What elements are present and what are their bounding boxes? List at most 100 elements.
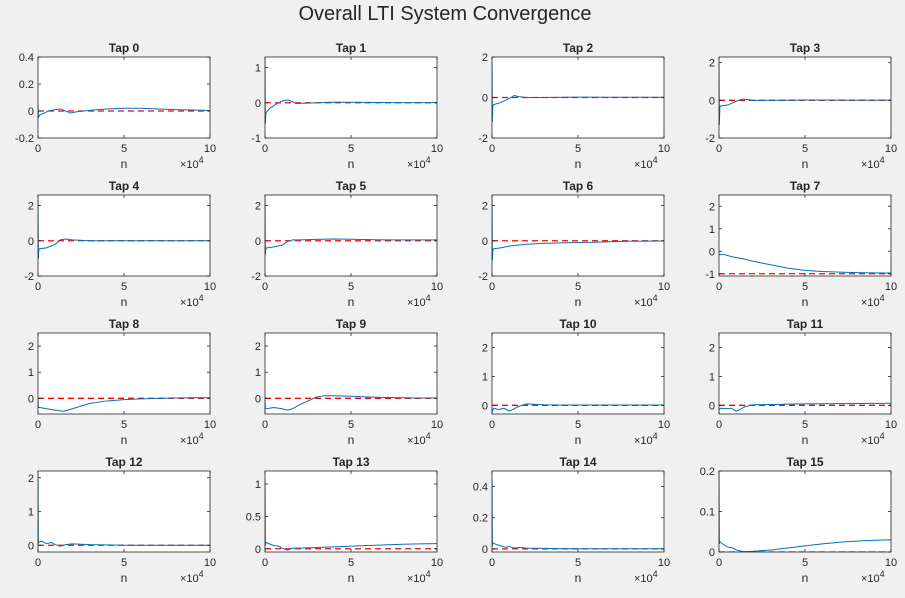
plot-area [492,471,664,552]
y-tick-label: 2 [28,341,34,353]
x-axis-label: n [121,571,128,585]
x-tick-label: 5 [575,557,581,569]
x-exponent-label: ×104 [861,569,885,585]
subplot-14: Tap 14 0 5 10 0 0.2 0.4 n ×104 [473,455,670,585]
x-tick-label: 0 [716,143,722,155]
x-tick-label: 10 [885,419,897,431]
y-tick-label: 0.5 [246,511,261,523]
y-tick-label: 0 [709,547,715,559]
subplot-title: Tap 6 [563,179,594,193]
estimate-line-0 [492,478,664,550]
y-tick-label: 1 [255,63,261,75]
x-tick-label: 0 [489,419,495,431]
x-exponent-label: ×104 [407,431,431,447]
x-axis-label: n [348,157,355,171]
y-tick-label: 2 [255,341,261,353]
x-tick-label: 10 [885,557,897,569]
x-axis-label: n [575,433,582,447]
y-tick-label: 0 [255,98,261,110]
x-tick-label: 10 [658,143,670,155]
x-tick-label: 0 [716,281,722,293]
subplot-title: Tap 3 [790,41,821,55]
y-tick-label: 1 [255,479,261,491]
y-tick-label: 1 [28,367,34,379]
plot-area [38,195,210,276]
x-exponent-label: ×104 [180,431,204,447]
estimate-line-0 [719,402,891,412]
y-tick-label: -2 [705,133,715,145]
subplot-title: Tap 8 [109,317,140,331]
x-tick-label: 5 [802,281,808,293]
y-tick-label: 2 [482,342,488,354]
estimate-line-0 [719,62,891,125]
estimate-line-0 [265,395,437,411]
subplot-9: Tap 9 0 5 10 0 1 2 n ×104 [255,317,443,447]
estimate-line-0 [719,253,891,274]
subplot-title: Tap 1 [336,41,367,55]
x-tick-label: 10 [431,281,443,293]
estimate-line-0 [38,397,210,412]
y-tick-label: -2 [478,271,488,283]
y-tick-label: 2 [709,201,715,213]
x-axis-label: n [802,295,809,309]
plot-area [38,471,210,552]
x-exponent-label: ×104 [634,569,658,585]
estimate-line-0 [38,474,210,547]
x-axis-label: n [121,157,128,171]
y-tick-label: 1 [709,224,715,236]
x-tick-label: 5 [802,419,808,431]
x-tick-label: 10 [204,143,216,155]
estimate-line-0 [265,60,437,124]
x-tick-label: 5 [575,419,581,431]
x-tick-label: 5 [575,143,581,155]
x-axis-label: n [575,571,582,585]
subplot-title: Tap 11 [787,317,824,331]
y-tick-label: -0.2 [15,133,34,145]
x-tick-label: 0 [262,557,268,569]
plot-area [38,57,210,138]
y-tick-label: 2 [28,201,34,213]
x-tick-label: 10 [431,419,443,431]
x-axis-label: n [121,433,128,447]
y-tick-label: 0 [482,544,488,556]
subplot-title: Tap 12 [105,455,142,469]
y-tick-label: 0 [709,95,715,107]
y-tick-label: 0 [709,246,715,258]
x-tick-label: 10 [204,557,216,569]
subplot-title: Tap 14 [559,455,596,469]
x-tick-label: 0 [35,419,41,431]
x-tick-label: 0 [262,419,268,431]
y-tick-label: -2 [24,271,34,283]
y-tick-label: 1 [482,371,488,383]
estimate-line-0 [492,403,664,413]
x-tick-label: 10 [885,281,897,293]
x-tick-label: 10 [204,281,216,293]
y-tick-label: 0 [482,93,488,105]
y-tick-label: -2 [478,133,488,145]
x-exponent-label: ×104 [861,293,885,309]
plot-area [719,57,891,138]
y-tick-label: 0 [28,236,34,248]
y-tick-label: 0 [482,236,488,248]
y-tick-label: 1 [28,507,34,519]
subplot-13: Tap 13 0 5 10 0 0.5 1 n ×104 [246,455,443,585]
y-tick-label: 1 [255,367,261,379]
plot-area [265,471,437,552]
x-axis-label: n [575,295,582,309]
x-tick-label: 5 [348,557,354,569]
subplot-title: Tap 10 [559,317,596,331]
estimate-line-0 [38,104,210,118]
x-axis-label: n [348,571,355,585]
x-exponent-label: ×104 [180,569,204,585]
x-exponent-label: ×104 [861,431,885,447]
estimate-line-0 [492,198,664,261]
x-tick-label: 0 [716,419,722,431]
x-exponent-label: ×104 [861,155,885,171]
y-tick-label: 0 [28,106,34,118]
x-exponent-label: ×104 [634,431,658,447]
